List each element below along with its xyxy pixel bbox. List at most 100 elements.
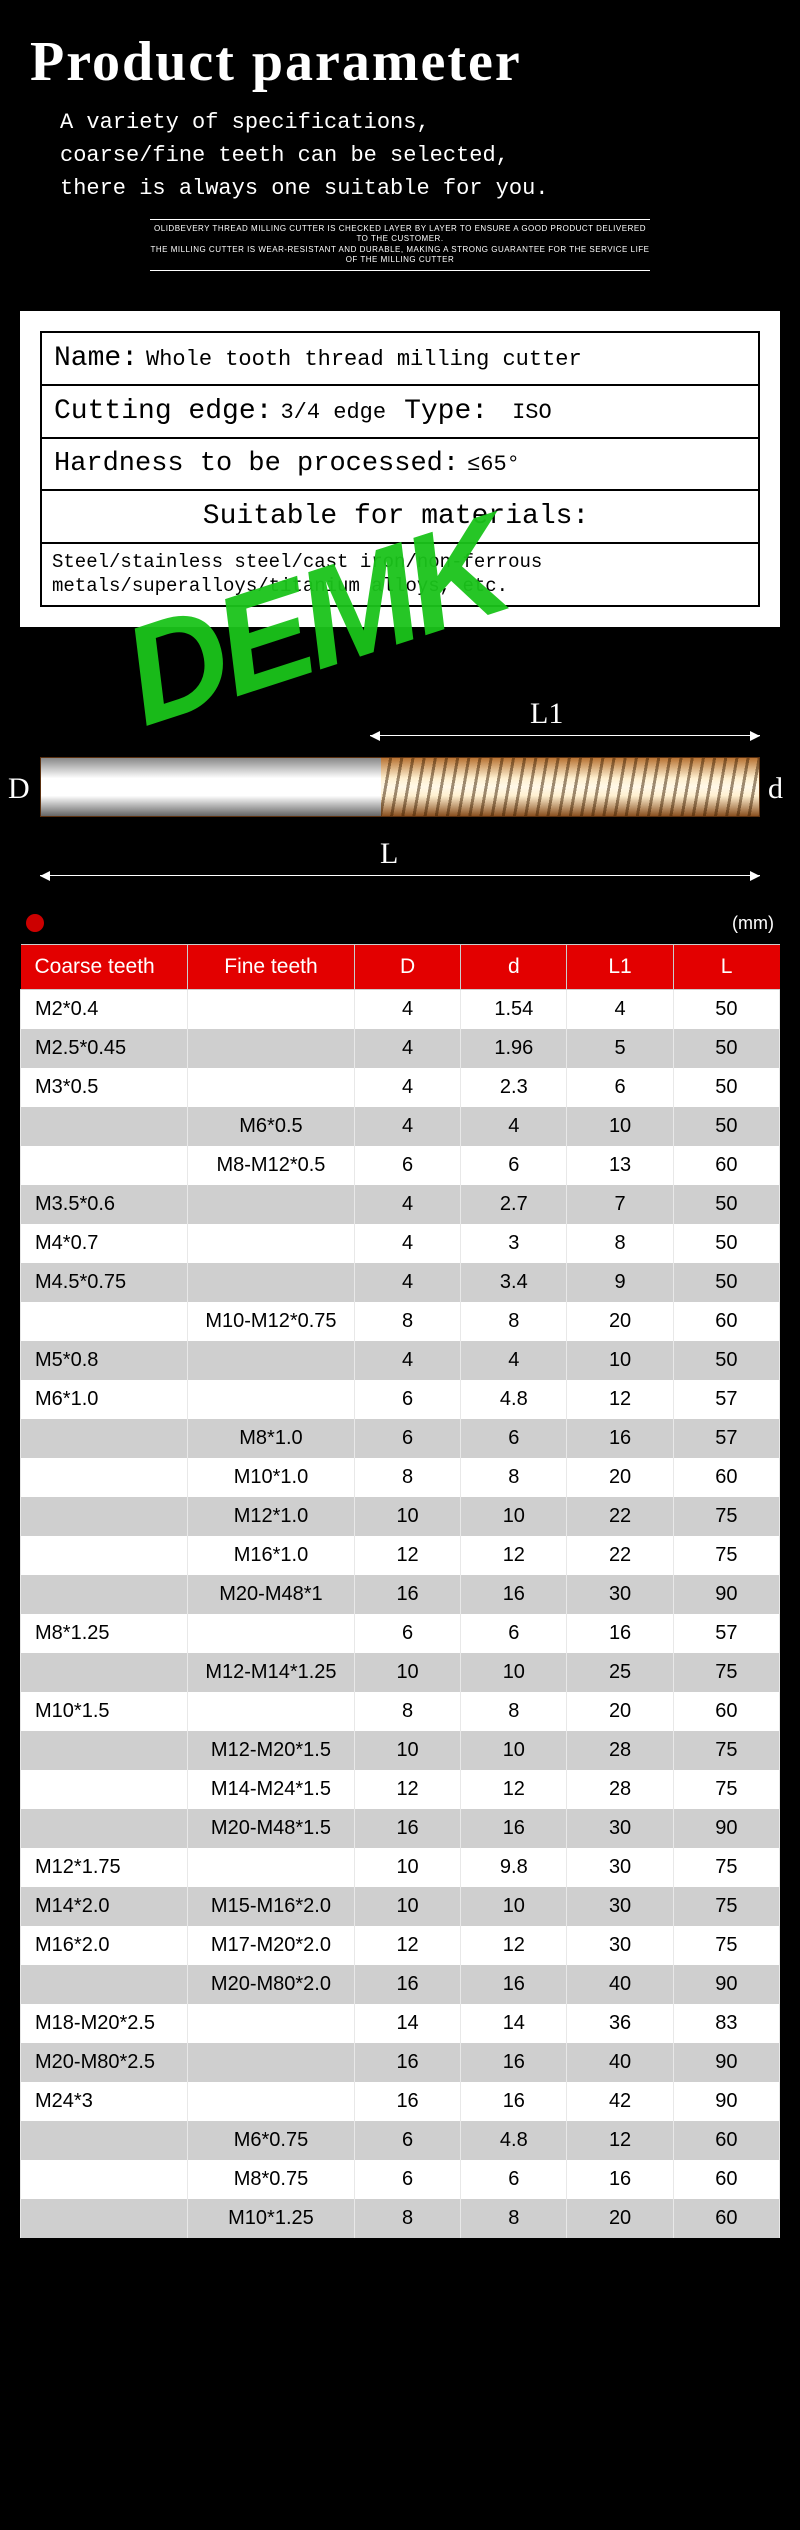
unit-label: (mm) — [732, 913, 774, 934]
table-cell: M5*0.8 — [21, 1341, 188, 1380]
table-cell — [187, 1263, 354, 1302]
table-cell: 28 — [567, 1770, 673, 1809]
table-cell — [21, 1146, 188, 1185]
table-caption-row: (mm) — [20, 907, 780, 944]
table-cell: 30 — [567, 1848, 673, 1887]
spec-table-section: (mm) Coarse teethFine teethDdL1L M2*0.4 4… — [0, 907, 800, 2258]
table-row: M2.5*0.4541.96550 — [21, 1029, 780, 1068]
table-cell: M20-M80*2.5 — [21, 2043, 188, 2082]
table-cell: 13 — [567, 1146, 673, 1185]
spec-materials-value: Steel/stainless steel/cast iron/non-ferr… — [52, 550, 748, 599]
table-row: M8*1.25661657 — [21, 1614, 780, 1653]
table-cell: 75 — [673, 1497, 779, 1536]
table-cell: 16 — [567, 1419, 673, 1458]
table-cell: 4 — [354, 1068, 460, 1107]
table-cell: 50 — [673, 1224, 779, 1263]
table-cell: M2.5*0.45 — [21, 1029, 188, 1068]
table-cell: 4 — [354, 1263, 460, 1302]
table-cell: 60 — [673, 1458, 779, 1497]
table-cell: 10 — [354, 1887, 460, 1926]
table-cell: 8 — [461, 1302, 567, 1341]
table-cell: 6 — [354, 2121, 460, 2160]
table-cell: 8 — [461, 1458, 567, 1497]
table-cell: 4 — [354, 1224, 460, 1263]
table-cell — [187, 2082, 354, 2121]
spec-row-materials-label: Suitable for materials: — [42, 491, 758, 544]
table-cell: 30 — [567, 1926, 673, 1965]
table-row: M8-M12*0.5661360 — [21, 1146, 780, 1185]
table-cell: 8 — [354, 1692, 460, 1731]
table-row: M8*0.75661660 — [21, 2160, 780, 2199]
table-cell: 60 — [673, 1692, 779, 1731]
cutter-shank — [41, 758, 381, 816]
table-cell: M6*0.75 — [187, 2121, 354, 2160]
cutter-threads — [381, 758, 759, 816]
table-cell: 16 — [461, 2043, 567, 2082]
table-cell: 12 — [354, 1770, 460, 1809]
table-cell: 6 — [354, 2160, 460, 2199]
table-cell: 16 — [354, 1575, 460, 1614]
table-cell: 57 — [673, 1614, 779, 1653]
table-cell: M14*2.0 — [21, 1887, 188, 1926]
table-cell: 12 — [354, 1926, 460, 1965]
table-cell: 12 — [461, 1926, 567, 1965]
dim-line-l — [40, 875, 760, 876]
table-cell: 57 — [673, 1380, 779, 1419]
table-row: M16*2.0M17-M20*2.012123075 — [21, 1926, 780, 1965]
table-cell: 30 — [567, 1809, 673, 1848]
spec-table: Coarse teethFine teethDdL1L M2*0.441.544… — [20, 944, 780, 2238]
spec-row-name: Name: Whole tooth thread milling cutter — [42, 333, 758, 386]
table-cell: 6 — [354, 1380, 460, 1419]
table-cell: 90 — [673, 1965, 779, 2004]
spec-type-value: ISO — [512, 400, 552, 425]
table-cell: 8 — [461, 1692, 567, 1731]
spec-hardness-label: Hardness to be processed: — [54, 449, 459, 479]
table-cell: 30 — [567, 1575, 673, 1614]
table-cell: 40 — [567, 1965, 673, 2004]
table-cell — [21, 1809, 188, 1848]
table-cell: 75 — [673, 1887, 779, 1926]
table-cell: 4 — [461, 1341, 567, 1380]
table-row: M3*0.542.3650 — [21, 1068, 780, 1107]
spec-row-edge-type: Cutting edge: 3/4 edge Type: ISO — [42, 386, 758, 439]
table-cell: 10 — [461, 1653, 567, 1692]
table-cell: 1.54 — [461, 989, 567, 1029]
table-row: M20-M80*2.016164090 — [21, 1965, 780, 2004]
table-cell: M20-M48*1 — [187, 1575, 354, 1614]
table-cell: 57 — [673, 1419, 779, 1458]
table-cell: 2.3 — [461, 1068, 567, 1107]
table-cell: 16 — [567, 1614, 673, 1653]
table-row: M10*1.25882060 — [21, 2199, 780, 2238]
table-cell — [21, 1731, 188, 1770]
table-cell: 16 — [461, 2082, 567, 2121]
table-cell: 20 — [567, 1692, 673, 1731]
table-header-cell: D — [354, 944, 460, 989]
spec-table-head: Coarse teethFine teethDdL1L — [21, 944, 780, 989]
spec-edge-value: 3/4 edge — [280, 400, 386, 425]
table-cell: 16 — [567, 2160, 673, 2199]
table-cell: 16 — [354, 1809, 460, 1848]
table-row: M5*0.8441050 — [21, 1341, 780, 1380]
table-cell: 4 — [354, 1341, 460, 1380]
table-cell — [187, 1068, 354, 1107]
table-cell: M8*1.25 — [21, 1614, 188, 1653]
table-cell: 8 — [354, 1458, 460, 1497]
table-cell: 12 — [354, 1536, 460, 1575]
table-cell: 12 — [461, 1770, 567, 1809]
header-section: Product parameter A variety of specifica… — [0, 0, 800, 291]
table-cell: 9.8 — [461, 1848, 567, 1887]
table-cell: 25 — [567, 1653, 673, 1692]
table-cell: 6 — [461, 1614, 567, 1653]
table-row: M12*1.010102275 — [21, 1497, 780, 1536]
table-cell: M12-M20*1.5 — [187, 1731, 354, 1770]
table-row: M3.5*0.642.7750 — [21, 1185, 780, 1224]
table-cell: M2*0.4 — [21, 989, 188, 1029]
table-cell: M8-M12*0.5 — [187, 1146, 354, 1185]
dim-label-L1: L1 — [530, 697, 563, 731]
table-cell: 14 — [354, 2004, 460, 2043]
table-cell: 40 — [567, 2043, 673, 2082]
table-cell: 90 — [673, 2043, 779, 2082]
table-cell: 22 — [567, 1536, 673, 1575]
table-cell: 50 — [673, 1263, 779, 1302]
table-cell: 14 — [461, 2004, 567, 2043]
